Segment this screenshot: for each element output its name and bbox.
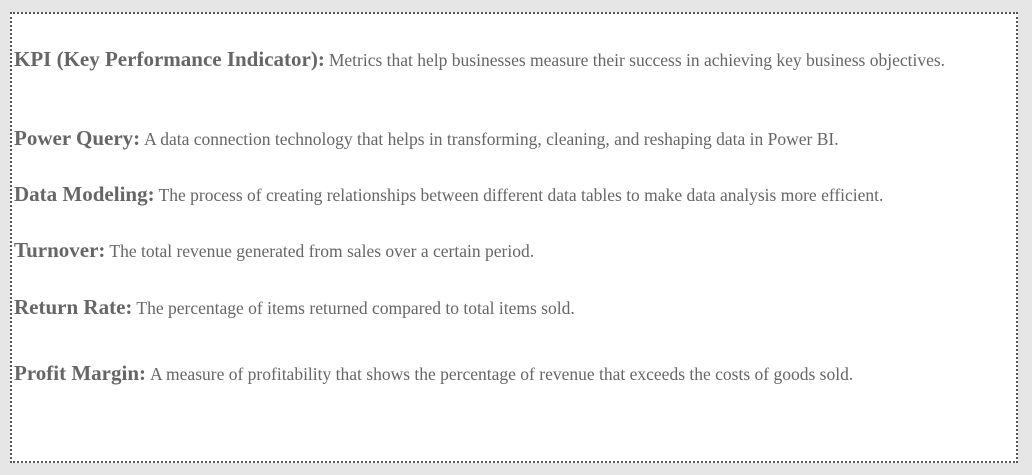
glossary-definition: The total revenue generated from sales o… [109, 241, 535, 261]
glossary-term: Return Rate: [14, 295, 133, 319]
glossary-definition: The process of creating relationships be… [158, 185, 884, 205]
glossary-entry-profit-margin: Profit Margin: A measure of profitabilit… [14, 362, 1004, 387]
glossary-term: KPI (Key Performance Indicator): [14, 47, 325, 71]
glossary-entry-turnover: Turnover: The total revenue generated fr… [14, 239, 1004, 264]
glossary-term: Data Modeling: [14, 182, 155, 206]
glossary-entry-kpi: KPI (Key Performance Indicator): Metrics… [14, 48, 1004, 73]
glossary-entry-return-rate: Return Rate: The percentage of items ret… [14, 296, 1004, 321]
glossary-definition: A data connection technology that helps … [144, 129, 839, 149]
glossary-definition: Metrics that help businesses measure the… [328, 50, 946, 70]
glossary-term: Profit Margin: [14, 361, 146, 385]
glossary-entry-data-modeling: Data Modeling: The process of creating r… [14, 183, 1004, 208]
glossary-definition: A measure of profitability that shows th… [150, 364, 854, 384]
glossary-panel: KPI (Key Performance Indicator): Metrics… [10, 12, 1018, 463]
glossary-term: Power Query: [14, 126, 141, 150]
glossary-definition: The percentage of items returned compare… [136, 298, 575, 318]
glossary-term: Turnover: [14, 238, 106, 262]
glossary-entry-power-query: Power Query: A data connection technolog… [14, 127, 1004, 152]
